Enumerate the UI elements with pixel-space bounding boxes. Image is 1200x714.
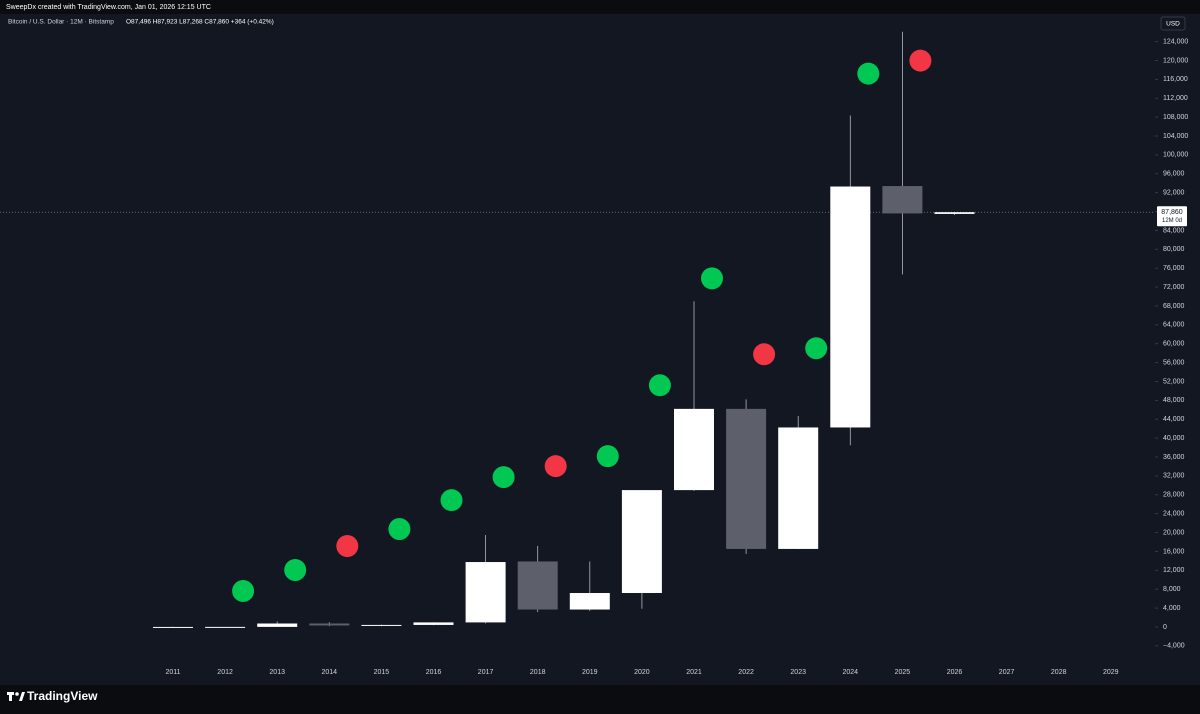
y-tick-label: 60,000 bbox=[1163, 341, 1185, 348]
x-tick-label: 2028 bbox=[1051, 669, 1067, 676]
y-tick-label: 76,000 bbox=[1163, 265, 1185, 272]
x-tick-label: 2015 bbox=[374, 669, 390, 676]
y-tick-label: 112,000 bbox=[1163, 95, 1188, 102]
y-tick-label: 120,000 bbox=[1163, 57, 1188, 64]
credit: SweepDx created with TradingView.com, Ja… bbox=[6, 4, 211, 11]
candle-body bbox=[309, 623, 350, 626]
y-tick-label: 0 bbox=[1163, 624, 1167, 631]
candle-body bbox=[517, 561, 558, 610]
candle-body bbox=[621, 490, 662, 594]
candle-body bbox=[830, 186, 871, 428]
last-price-box bbox=[1157, 206, 1187, 227]
y-tick-label: 44,000 bbox=[1163, 416, 1185, 423]
y-tick-label: 116,000 bbox=[1163, 76, 1188, 83]
y-tick-label: 4,000 bbox=[1163, 605, 1181, 612]
y-tick-label: 56,000 bbox=[1163, 359, 1185, 366]
y-tick-label: 20,000 bbox=[1163, 529, 1185, 536]
y-tick-label: 92,000 bbox=[1163, 190, 1185, 197]
candle-body bbox=[413, 622, 454, 625]
y-tick-label: 12,000 bbox=[1163, 567, 1185, 574]
x-tick-label: 2027 bbox=[999, 669, 1015, 676]
x-tick-label: 2016 bbox=[426, 669, 442, 676]
signal-marker bbox=[909, 49, 932, 72]
signal-marker bbox=[596, 445, 619, 468]
x-tick-label: 2012 bbox=[217, 669, 233, 676]
candle-body bbox=[205, 626, 246, 628]
signal-marker bbox=[284, 559, 307, 582]
y-tick-label: 124,000 bbox=[1163, 38, 1188, 45]
x-tick-label: 2013 bbox=[269, 669, 285, 676]
y-tick-label: 64,000 bbox=[1163, 322, 1185, 329]
signal-marker bbox=[336, 535, 359, 558]
signal-marker bbox=[753, 343, 776, 366]
signal-marker bbox=[440, 489, 463, 512]
candle-body bbox=[569, 593, 610, 610]
logo bbox=[7, 692, 25, 701]
y-tick-label: 72,000 bbox=[1163, 284, 1185, 291]
x-tick-label: 2026 bbox=[947, 669, 963, 676]
candle-body bbox=[882, 186, 923, 214]
x-tick-label: 2017 bbox=[478, 669, 494, 676]
y-tick-label: 48,000 bbox=[1163, 397, 1185, 404]
y-tick-label: 108,000 bbox=[1163, 114, 1188, 121]
x-tick-label: 2011 bbox=[165, 669, 180, 676]
signal-marker bbox=[648, 374, 671, 397]
candle-body bbox=[726, 408, 767, 549]
candle-body bbox=[934, 212, 975, 214]
y-tick-label: 96,000 bbox=[1163, 171, 1185, 178]
signal-marker bbox=[544, 455, 567, 478]
y-tick-label: 8,000 bbox=[1163, 586, 1181, 593]
signal-marker bbox=[492, 466, 515, 489]
x-tick-label: 2020 bbox=[634, 669, 650, 676]
candle-body bbox=[674, 408, 714, 491]
plot-area bbox=[0, 14, 1200, 685]
y-tick-label: 28,000 bbox=[1163, 492, 1185, 499]
y-tick-label: 80,000 bbox=[1163, 246, 1185, 253]
candle-body bbox=[361, 624, 402, 626]
y-tick-label: 52,000 bbox=[1163, 378, 1185, 385]
signal-marker bbox=[701, 267, 723, 290]
last-price-label: 87,860 bbox=[1161, 209, 1183, 216]
x-tick-label: 2023 bbox=[790, 669, 806, 676]
y-tick-label: 24,000 bbox=[1163, 511, 1185, 518]
signal-marker bbox=[805, 337, 828, 360]
x-tick-label: 2022 bbox=[738, 669, 754, 676]
ohlc: O87,496 H87,923 L87,268 C87,860 +364 (+0… bbox=[126, 19, 274, 26]
signal-marker bbox=[232, 579, 255, 602]
symbol: Bitcoin / U.S. Dollar · 12M · Bitstamp bbox=[8, 19, 114, 26]
x-tick-label: 2029 bbox=[1103, 669, 1119, 676]
x-tick-label: 2018 bbox=[530, 669, 546, 676]
brand: TradingView bbox=[27, 689, 98, 703]
y-tick-label: 40,000 bbox=[1163, 435, 1185, 442]
x-tick-label: 2014 bbox=[322, 669, 338, 676]
x-tick-label: 2021 bbox=[686, 669, 702, 676]
x-tick-label: 2025 bbox=[895, 669, 911, 676]
candle-body bbox=[257, 623, 298, 627]
candle-body bbox=[778, 427, 819, 549]
signal-marker bbox=[388, 518, 411, 541]
y-tick-label: −4,000 bbox=[1163, 643, 1185, 650]
signal-marker bbox=[857, 62, 880, 85]
x-tick-label: 2024 bbox=[843, 669, 859, 676]
y-tick-label: 104,000 bbox=[1163, 133, 1188, 140]
currency: USD bbox=[1166, 21, 1180, 28]
y-tick-label: 36,000 bbox=[1163, 454, 1185, 461]
y-tick-label: 100,000 bbox=[1163, 152, 1188, 159]
x-tick-label: 2019 bbox=[582, 669, 598, 676]
y-tick-label: 68,000 bbox=[1163, 303, 1185, 310]
last-price-sublabel: 12M 0d bbox=[1162, 218, 1182, 224]
currency-box[interactable] bbox=[1160, 16, 1186, 31]
candle-body bbox=[465, 562, 506, 623]
y-tick-label: 84,000 bbox=[1163, 227, 1185, 234]
y-tick-label: 16,000 bbox=[1163, 548, 1185, 555]
candle-body bbox=[153, 626, 193, 628]
y-tick-label: 32,000 bbox=[1163, 473, 1185, 480]
